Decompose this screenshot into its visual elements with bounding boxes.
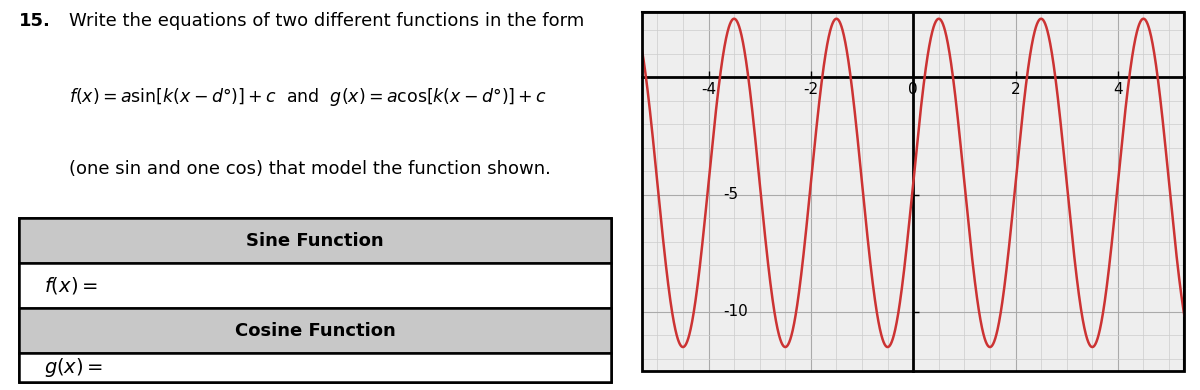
Bar [19, 263, 611, 308]
Bar [19, 308, 611, 353]
Bar [642, 12, 1184, 370]
Text: Cosine Function: Cosine Function [235, 321, 395, 340]
Text: $f(x) = a\sin[k(x-d°)]+c$  and  $g(x) = a\cos[k(x-d°)]+c$: $f(x) = a\sin[k(x-d°)]+c$ and $g(x) = a\… [70, 86, 547, 108]
Text: -5: -5 [724, 187, 738, 202]
Text: (one sin and one cos) that model the function shown.: (one sin and one cos) that model the fun… [70, 160, 551, 178]
Bar [19, 218, 611, 382]
Text: Sine Function: Sine Function [246, 232, 384, 250]
Bar [19, 353, 611, 382]
Bar [19, 218, 611, 263]
Text: $f(x) =$: $f(x) =$ [44, 275, 98, 296]
Text: Write the equations of two different functions in the form: Write the equations of two different fun… [70, 12, 584, 30]
Text: $g(x) =$: $g(x) =$ [44, 356, 103, 379]
Text: -10: -10 [724, 304, 748, 319]
Text: 15.: 15. [19, 12, 50, 30]
